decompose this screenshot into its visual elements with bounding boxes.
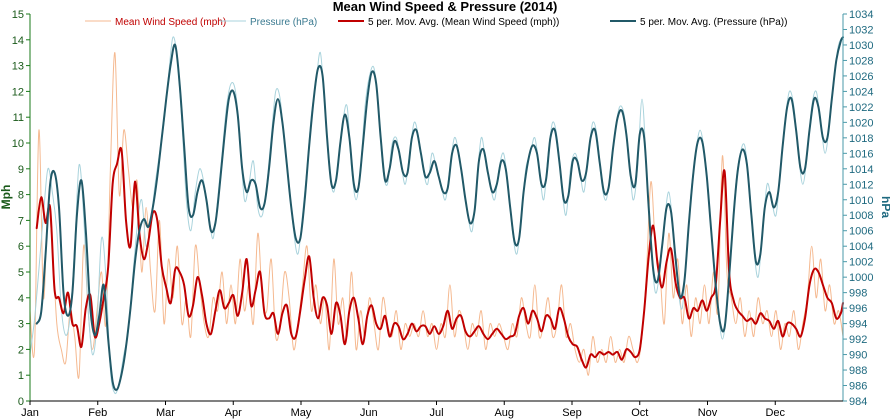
x-tick-label: Oct — [631, 407, 648, 419]
right-tick-label: 1002 — [849, 257, 873, 269]
x-tick-label: Nov — [698, 407, 718, 419]
right-tick-label: 1014 — [849, 164, 873, 176]
series-line-5-per-mov-avg-mean-wind-speed-mph — [35, 146, 844, 369]
right-tick-label: 1018 — [849, 133, 873, 145]
right-tick-label: 1012 — [849, 179, 873, 191]
x-tick-label: Jan — [21, 407, 39, 419]
right-tick-label: 994 — [849, 319, 867, 331]
chart-title: Mean Wind Speed & Pressure (2014) — [333, 0, 558, 14]
right-tick-label: 992 — [849, 334, 867, 346]
x-tick-label: Aug — [494, 407, 514, 419]
left-tick-label: 11 — [13, 112, 24, 124]
left-tick-label: 12 — [12, 86, 24, 98]
right-tick-label: 1010 — [849, 195, 873, 207]
left-tick-label: 10 — [12, 138, 24, 150]
left-tick-label: 3 — [18, 319, 24, 331]
right-tick-label: 1032 — [849, 24, 873, 36]
right-tick-label: 988 — [849, 365, 867, 377]
x-tick-label: May — [291, 407, 312, 419]
right-tick-label: 998 — [849, 288, 867, 300]
right-tick-label: 990 — [849, 350, 867, 362]
x-tick-label: Sep — [562, 407, 582, 419]
left-tick-label: 15 — [12, 9, 24, 21]
left-tick-label: 6 — [18, 241, 24, 253]
legend-label-5-per-mov-avg-mean-wind-speed-mph: 5 per. Mov. Avg. (Mean Wind Speed (mph)) — [368, 17, 559, 28]
x-tick-label: Jul — [429, 407, 443, 419]
right-tick-label: 1024 — [849, 86, 873, 98]
legend-label-mean-wind-speed-mph: Mean Wind Speed (mph) — [115, 17, 226, 28]
left-tick-label: 1 — [18, 370, 24, 382]
legend: Mean Wind Speed (mph) Pressure (hPa) 5 per… — [85, 17, 787, 28]
right-tick-label: 1004 — [849, 241, 873, 253]
right-tick-label: 1008 — [849, 210, 873, 222]
x-tick-label: Mar — [156, 407, 175, 419]
right-tick-label: 984 — [849, 396, 867, 408]
right-tick-label: 1034 — [849, 9, 873, 21]
right-tick-label: 986 — [849, 381, 867, 393]
right-tick-label: 1020 — [849, 117, 873, 129]
left-tick-label: 8 — [18, 190, 24, 202]
right-axis-ticks: 984 986 988 990 992 994 996 998 1000 1002 1004 1006… — [843, 9, 873, 408]
left-axis-title: Mph — [0, 185, 13, 210]
left-tick-label: 0 — [18, 396, 24, 408]
right-tick-label: 1026 — [849, 71, 873, 83]
left-tick-label: 4 — [18, 293, 24, 305]
x-tick-label: Dec — [765, 407, 785, 419]
right-tick-label: 1028 — [849, 55, 873, 67]
plot-series — [29, 36, 844, 395]
x-tick-label: Jun — [360, 407, 378, 419]
right-tick-label: 1006 — [849, 226, 873, 238]
left-tick-label: 14 — [12, 35, 24, 47]
legend-label-5-per-mov-avg-pressure-hpa: 5 per. Mov. Avg. (Pressure (hPa)) — [640, 17, 787, 28]
right-tick-label: 1016 — [849, 148, 873, 160]
right-axis-title: hPa — [879, 196, 890, 218]
right-tick-label: 1022 — [849, 102, 873, 114]
right-tick-label: 996 — [849, 303, 867, 315]
right-tick-label: 1000 — [849, 272, 873, 284]
series-line-5-per-mov-avg-pressure-hpa — [35, 36, 844, 391]
legend-label-pressure-hpa: Pressure (hPa) — [250, 17, 317, 28]
x-axis-ticks: Jan Feb Mar Apr May Jun Jul Aug Sep Oct Nov Dec — [21, 401, 786, 419]
right-tick-label: 1030 — [849, 40, 873, 52]
left-tick-label: 2 — [18, 344, 24, 356]
left-tick-label: 5 — [18, 267, 24, 279]
left-tick-label: 9 — [18, 164, 24, 176]
left-tick-label: 7 — [18, 215, 24, 227]
x-tick-label: Feb — [88, 407, 107, 419]
x-tick-label: Apr — [225, 407, 242, 419]
left-tick-label: 13 — [12, 61, 24, 73]
